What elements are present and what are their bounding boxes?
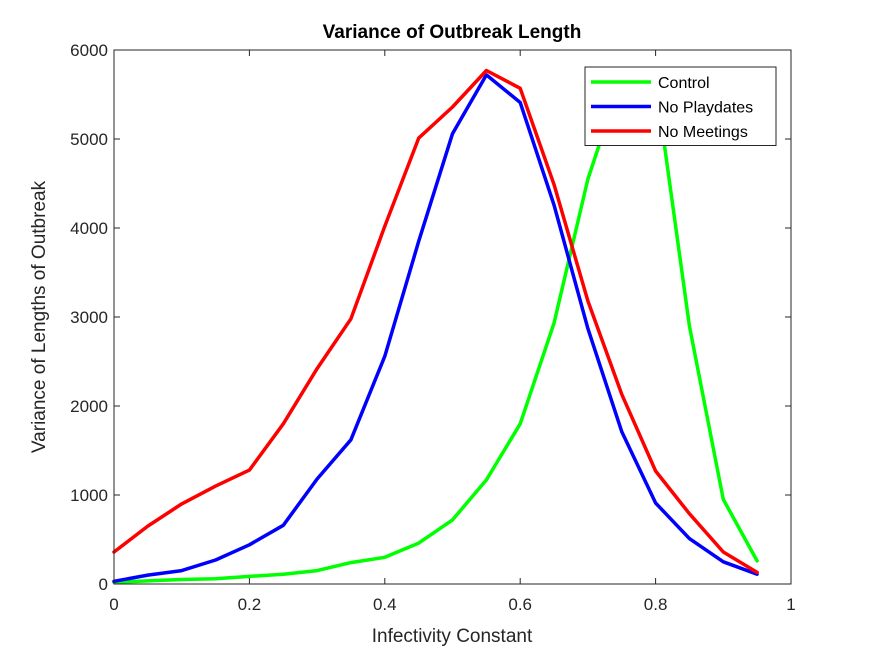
y-axis-label: Variance of Lengths of Outbreak xyxy=(29,180,50,453)
series-line-2 xyxy=(112,68,759,575)
y-tick-label: 0 xyxy=(99,575,108,594)
x-tick-label: 0.6 xyxy=(508,595,532,614)
y-tick-label: 4000 xyxy=(70,219,108,238)
ticks-group: 0 0.2 0.4 0.6 0.8 1 0 1000 2000 3000 4000 5000 6000 xyxy=(70,41,796,614)
x-tick-label: 0.2 xyxy=(238,595,262,614)
x-tick-label: 0 xyxy=(109,595,118,614)
series-line-1 xyxy=(112,73,759,584)
legend: Control No Playdates No Meetings xyxy=(584,66,777,146)
x-axis-label: Infectivity Constant xyxy=(372,626,533,647)
chart-title: Variance of Outbreak Length xyxy=(323,22,582,43)
y-tick-label: 1000 xyxy=(70,486,108,505)
legend-label-2: No Meetings xyxy=(658,124,748,141)
x-tick-label: 0.4 xyxy=(373,595,397,614)
y-tick-label: 3000 xyxy=(70,308,108,327)
y-tick-label: 2000 xyxy=(70,397,108,416)
x-tick-label: 0.8 xyxy=(644,595,668,614)
y-tick-label: 5000 xyxy=(70,130,108,149)
legend-label-1: No Playdates xyxy=(658,100,753,117)
y-tick-label: 6000 xyxy=(70,41,108,60)
legend-label-0: Control xyxy=(658,75,710,92)
x-tick-label: 1 xyxy=(786,595,795,614)
